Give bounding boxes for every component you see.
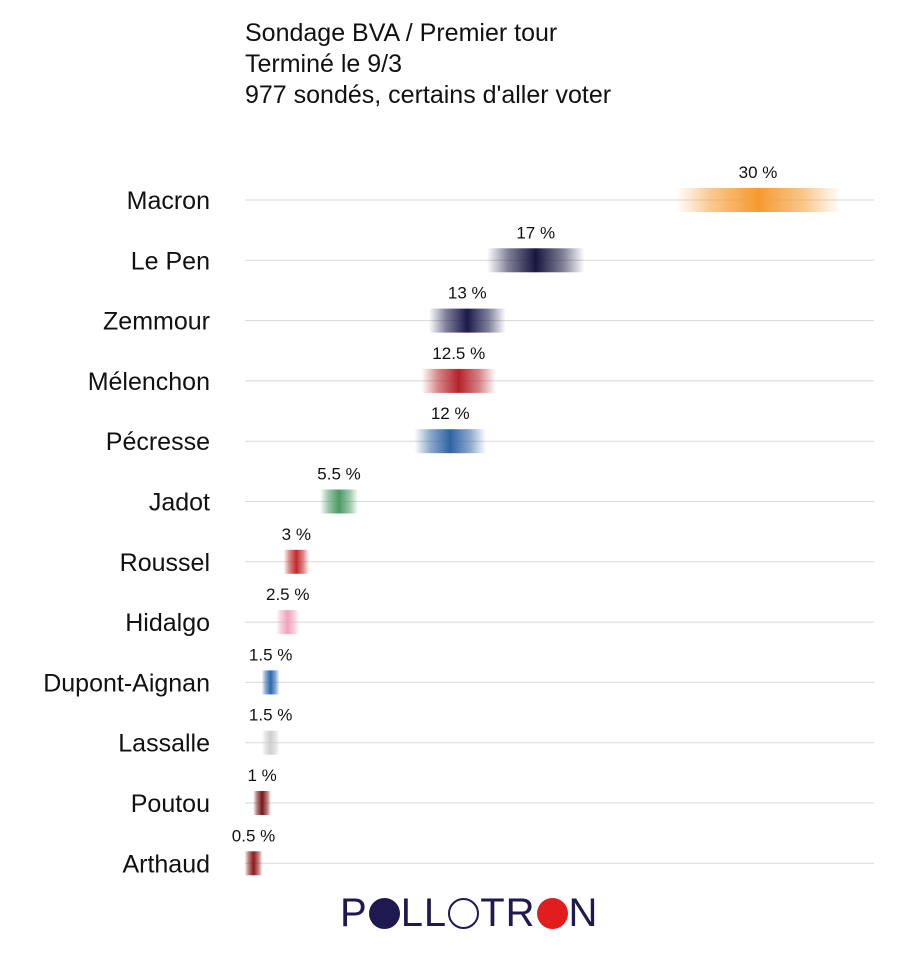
- logo-part-4: N: [568, 890, 599, 935]
- bar-jadot: [319, 489, 359, 514]
- chart-subtitle-sample: 977 sondés, certains d'aller voter: [245, 81, 612, 109]
- bars: [244, 188, 840, 876]
- candidate-label: Hidalgo: [125, 609, 210, 637]
- value-labels: 30 % 17 % 13 % 12.5 % 12 % 5.5 % 3 % 2.5 % 1.5 %…: [232, 163, 778, 845]
- candidate-label: Lassalle: [118, 730, 210, 758]
- bar-macron: [676, 188, 840, 212]
- bar-hidalgo: [276, 610, 300, 635]
- value-label: 1.5 %: [249, 645, 292, 664]
- value-label: 17 %: [516, 223, 555, 242]
- value-label: 2.5 %: [266, 585, 309, 604]
- candidate-label: Jadot: [149, 489, 210, 517]
- pollotron-logo: P LL TR N: [340, 888, 598, 938]
- bar-dupont-aignan: [261, 670, 280, 695]
- chart-title-block: Sondage BVA / Premier tour Terminé le 9/…: [245, 18, 611, 111]
- candidate-labels: Macron Le Pen Zemmour Mélenchon Pécresse Jado…: [43, 187, 210, 878]
- logo-part-3: TR: [480, 890, 536, 935]
- candidate-label: Macron: [127, 187, 210, 215]
- candidate-label: Dupont-Aignan: [43, 669, 210, 697]
- candidate-label: Le Pen: [131, 247, 210, 275]
- candidate-label: Mélenchon: [88, 368, 210, 396]
- value-label: 1 %: [247, 766, 276, 785]
- logo-dot-red: [536, 897, 568, 929]
- chart-subtitle-date: Terminé le 9/3: [245, 50, 403, 78]
- bar-roussel: [283, 549, 309, 574]
- logo-part-2: LL: [400, 890, 448, 935]
- grid-lines: [245, 199, 874, 864]
- chart-title: Sondage BVA / Premier tour: [245, 19, 558, 47]
- candidate-label: Roussel: [120, 549, 210, 577]
- bar-arthaud: [244, 851, 263, 876]
- logo-part-1: P: [340, 890, 368, 935]
- value-label: 30 %: [739, 163, 778, 182]
- bar-mélenchon: [421, 368, 496, 393]
- candidate-label: Arthaud: [122, 850, 210, 878]
- value-label: 1.5 %: [249, 706, 292, 725]
- poll-bar-chart: Macron Le Pen Zemmour Mélenchon Pécresse Jado…: [43, 163, 874, 878]
- bar-zemmour: [428, 308, 506, 333]
- bar-pécresse: [414, 429, 486, 454]
- value-label: 13 %: [448, 284, 487, 303]
- bar-poutou: [253, 791, 272, 815]
- candidate-label: Pécresse: [106, 428, 210, 456]
- value-label: 3 %: [282, 525, 311, 544]
- value-label: 12 %: [431, 404, 470, 423]
- candidate-label: Poutou: [131, 790, 210, 818]
- value-label: 0.5 %: [232, 826, 275, 845]
- value-label: 12.5 %: [432, 344, 485, 363]
- logo-text: P LL TR N: [340, 891, 598, 936]
- value-label: 5.5 %: [317, 465, 360, 484]
- logo-dot-filled: [368, 897, 400, 929]
- candidate-label: Zemmour: [103, 308, 210, 336]
- bar-le pen: [487, 248, 585, 273]
- bar-lassalle: [261, 730, 280, 755]
- logo-dot-outline: [448, 897, 480, 929]
